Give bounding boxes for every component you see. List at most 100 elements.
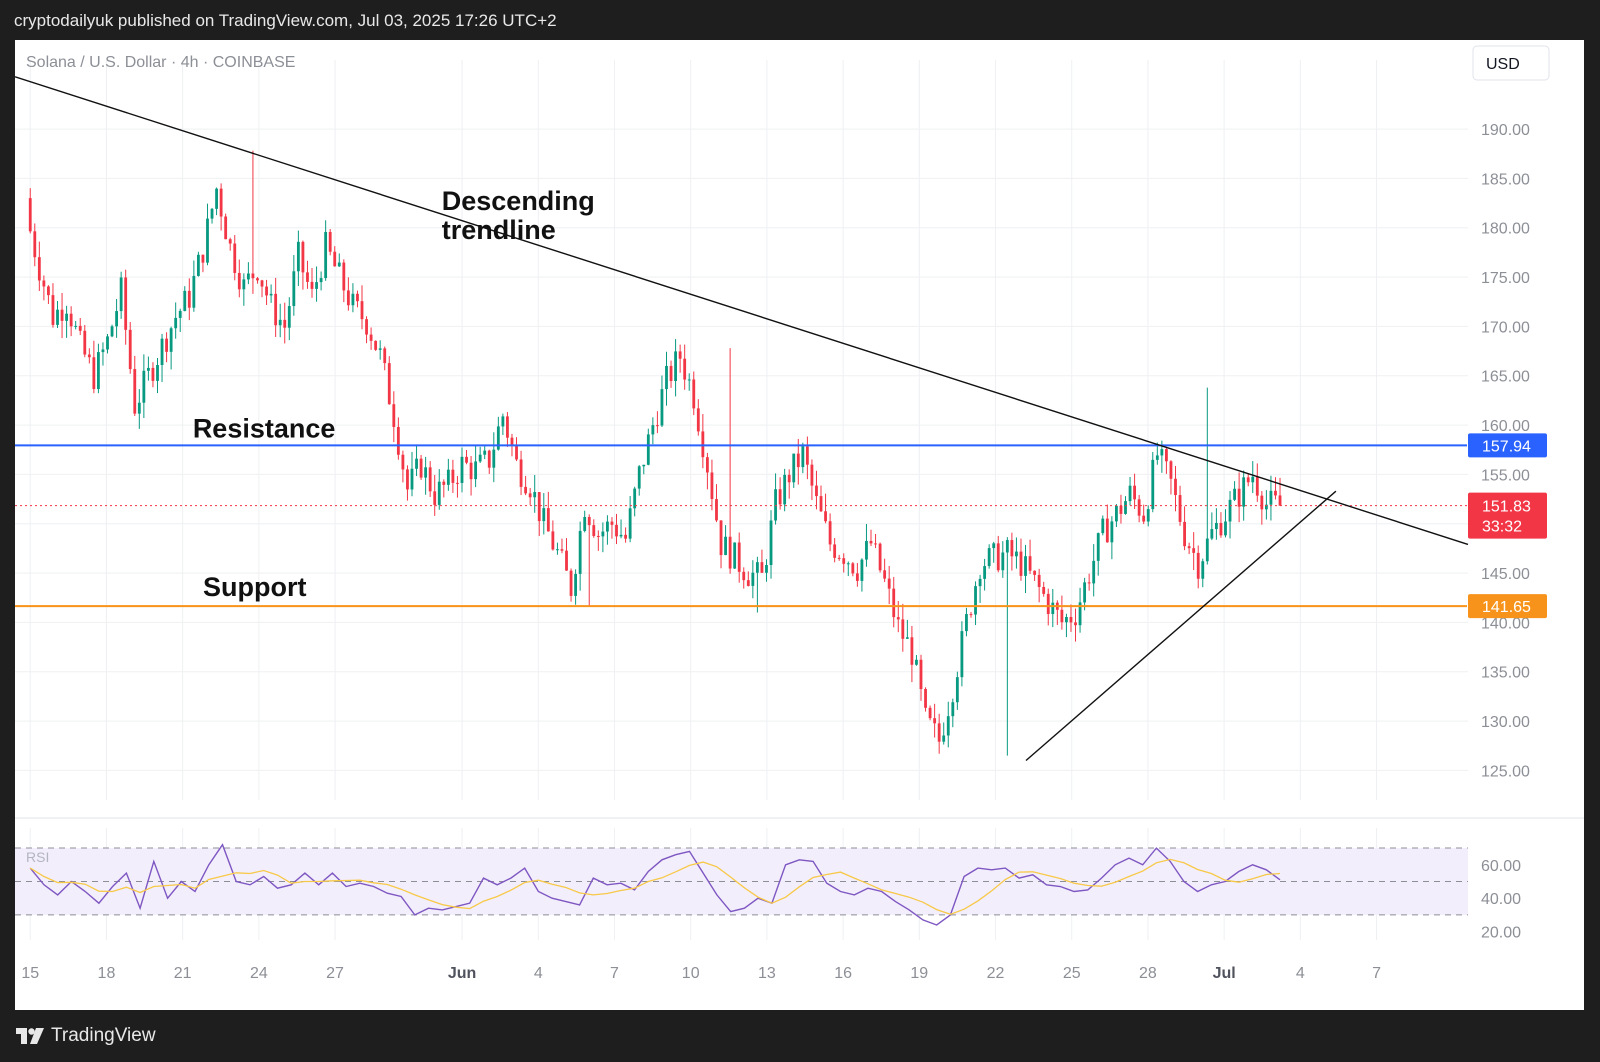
candle-body: [424, 467, 428, 478]
candle-body: [492, 449, 496, 468]
candle-body: [824, 511, 827, 522]
candle-body: [546, 508, 550, 532]
rsi-line: [29, 843, 1281, 926]
candle-body: [315, 282, 318, 289]
candle-body: [1278, 495, 1282, 506]
candle-body: [537, 492, 541, 522]
candle-body: [1260, 495, 1264, 510]
candle-body: [724, 536, 727, 556]
candle-body: [119, 277, 123, 312]
candle-body: [755, 562, 759, 573]
candle-body: [1151, 459, 1155, 510]
candle-body: [169, 328, 173, 352]
candle-body: [115, 311, 118, 327]
candle-body: [560, 549, 564, 551]
candle-body: [805, 446, 809, 465]
candle-body: [78, 325, 82, 331]
candle-body: [1196, 552, 1200, 579]
chart-panel[interactable]: Descending trendline Resistance Support Sola…: [15, 40, 1584, 1010]
chart-svg[interactable]: Descending trendline Resistance Support Sola…: [15, 40, 1584, 1010]
candle-body: [1092, 560, 1096, 584]
candle-body: [1214, 522, 1218, 530]
candle-body: [1210, 529, 1214, 539]
candle-body: [987, 548, 991, 567]
rsi-tick-label: 60.00: [1481, 858, 1521, 875]
candle-body: [692, 379, 696, 409]
candle-body: [97, 352, 100, 390]
candle-body: [974, 586, 977, 615]
candle-body: [506, 416, 509, 438]
price-tick-label: 135.00: [1481, 665, 1530, 682]
time-tick-label: Jun: [448, 965, 476, 982]
candle-body: [246, 273, 250, 280]
candle-body: [578, 530, 582, 574]
rsi-ma-line: [29, 858, 1281, 915]
candle-body: [1274, 490, 1277, 496]
candle-body: [215, 188, 218, 209]
candle-body: [715, 499, 718, 521]
candle-body: [1146, 509, 1150, 522]
candle-body: [760, 562, 764, 573]
time-tick-label: 28: [1139, 965, 1157, 982]
candle-body: [456, 482, 459, 484]
candle-body: [960, 631, 964, 678]
candle-body: [992, 543, 996, 549]
candle-body: [833, 544, 837, 558]
currency-button[interactable]: USD: [1472, 45, 1550, 81]
candle-body: [1110, 521, 1114, 543]
candle-body: [1115, 505, 1118, 522]
candle-body: [642, 464, 646, 467]
candle-body: [1046, 593, 1050, 615]
price-tick-label: 165.00: [1481, 369, 1530, 386]
candle-body: [460, 456, 464, 483]
candle-body: [1174, 478, 1177, 496]
currency-label: USD: [1486, 56, 1520, 73]
candle-body: [106, 336, 109, 350]
candle-body: [710, 472, 714, 500]
candle-body: [874, 543, 877, 545]
price-tick-label: 130.00: [1481, 714, 1530, 731]
price-tick-label: 180.00: [1481, 221, 1530, 238]
candle-body: [837, 557, 841, 559]
publish-header: cryptodailyuk published on TradingView.c…: [0, 0, 1600, 40]
candle-body: [510, 437, 514, 446]
candle-body: [983, 566, 987, 579]
candle-body: [142, 370, 146, 403]
candle-body: [92, 357, 96, 390]
candle-body: [165, 338, 168, 352]
candle-body: [1024, 556, 1027, 576]
time-tick-label: 10: [682, 965, 700, 982]
candle-body: [637, 466, 641, 489]
time-tick-label: 25: [1063, 965, 1081, 982]
candle-body: [228, 239, 232, 244]
candle-body: [319, 278, 323, 283]
candle-body: [224, 216, 228, 240]
time-tick-label: 24: [250, 965, 268, 982]
candle-body: [783, 474, 787, 505]
candle-body: [574, 573, 578, 596]
candle-body: [151, 367, 155, 381]
level-price-tag-label: 141.65: [1482, 599, 1531, 616]
candle-body: [528, 493, 532, 498]
candle-body: [33, 231, 37, 258]
candle-body: [369, 334, 373, 341]
candle-body: [965, 614, 968, 632]
candle-body: [646, 434, 650, 465]
candle-body: [1183, 521, 1186, 547]
candle-body: [410, 468, 414, 490]
candle-body: [60, 309, 64, 321]
candle-body: [1164, 449, 1168, 462]
candle-body: [237, 272, 241, 290]
candle-body: [683, 358, 687, 380]
candle-body: [583, 516, 587, 531]
candle-body: [828, 521, 832, 545]
tradingview-logo[interactable]: TradingView: [16, 1025, 156, 1047]
candle-body: [87, 354, 91, 358]
candle-body: [619, 534, 623, 537]
candle-body: [365, 319, 368, 335]
currency-button-frame: [1472, 45, 1550, 81]
candle-body: [596, 535, 600, 537]
candle-body: [883, 570, 887, 579]
price-tick-label: 160.00: [1481, 418, 1530, 435]
time-tick-label: 4: [534, 965, 543, 982]
